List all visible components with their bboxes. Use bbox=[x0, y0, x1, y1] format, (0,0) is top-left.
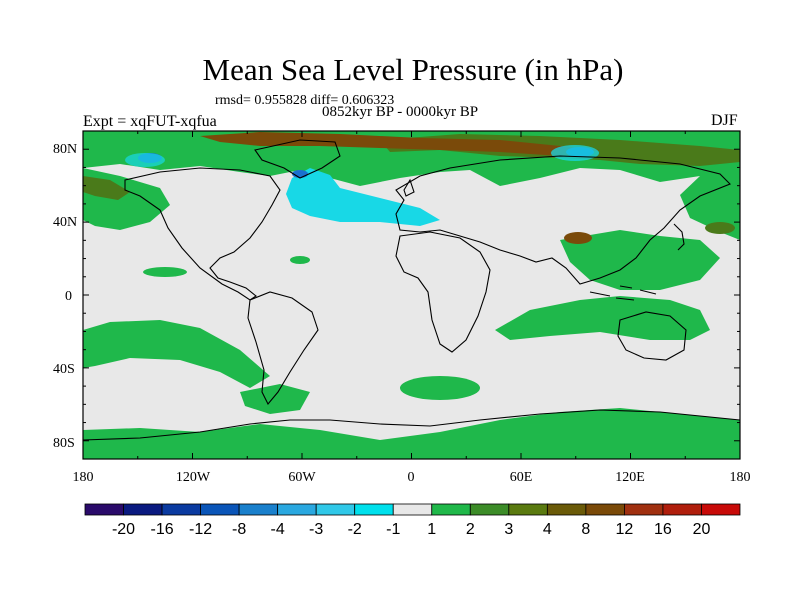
colorbar-label: -8 bbox=[232, 521, 246, 538]
arctic-brown-high bbox=[200, 132, 600, 156]
colorbar-label: -16 bbox=[150, 521, 173, 538]
experiment-label: Expt = xqFUT-xqfua bbox=[83, 113, 217, 130]
colorbar-label: -1 bbox=[386, 521, 400, 538]
east-pacific-dark-green bbox=[705, 222, 735, 234]
colorbar-swatch bbox=[662, 503, 702, 516]
lat-label-40n: 40N bbox=[53, 215, 77, 230]
colorbar-label: -4 bbox=[271, 521, 285, 538]
bering-cyan-patch bbox=[125, 153, 165, 167]
colorbar-label: 1 bbox=[427, 521, 436, 538]
colorbar-label: 2 bbox=[466, 521, 475, 538]
colorbar-swatch bbox=[84, 503, 124, 516]
japan-coast bbox=[673, 223, 685, 251]
colorbar-label: 3 bbox=[504, 521, 513, 538]
lon-label-60e: 60E bbox=[510, 470, 533, 485]
indian-ocean-green bbox=[495, 296, 710, 340]
north-america-coast bbox=[124, 167, 281, 301]
lon-label-180e: 180 bbox=[730, 470, 751, 485]
pressure-field bbox=[83, 131, 740, 459]
colorbar-swatch bbox=[546, 503, 587, 516]
lon-label-60w: 60W bbox=[288, 470, 316, 485]
tropical-pacific-green-patch bbox=[143, 267, 187, 277]
colorbar-swatch bbox=[161, 503, 201, 516]
colorbar-label: 20 bbox=[693, 521, 711, 538]
rmsd-diff-stats: rmsd= 0.955828 diff= 0.606323 bbox=[215, 93, 395, 108]
lon-label-180w: 180 bbox=[73, 470, 94, 485]
colorbar-swatch bbox=[200, 503, 240, 516]
colorbar-swatch bbox=[585, 503, 625, 516]
south-pacific-green bbox=[83, 320, 270, 388]
colorbar-label: -3 bbox=[309, 521, 323, 538]
lon-label-120w: 120W bbox=[176, 470, 211, 485]
colorbar-label: -2 bbox=[348, 521, 362, 538]
north-pacific-green-west bbox=[680, 150, 740, 240]
lon-label-120e: 120E bbox=[615, 470, 645, 485]
map-title: Mean Sea Level Pressure (in hPa) bbox=[202, 52, 624, 87]
indonesia-islands bbox=[589, 285, 657, 301]
colorbar-swatch bbox=[315, 503, 356, 516]
europe-asia-coast bbox=[395, 155, 731, 285]
southern-ocean-green bbox=[83, 408, 740, 459]
colorbar-label: 16 bbox=[654, 521, 672, 538]
colorbar-swatch bbox=[701, 503, 741, 516]
season-label: DJF bbox=[711, 112, 738, 129]
colorbar-swatch bbox=[508, 503, 548, 516]
australia-coast bbox=[617, 311, 687, 361]
colorbar-label: -20 bbox=[112, 521, 135, 538]
south-indian-green bbox=[400, 376, 480, 400]
colorbar-swatch bbox=[277, 503, 317, 516]
colorbar-swatch bbox=[624, 503, 664, 516]
greenland-coast bbox=[254, 139, 341, 179]
colorbar: -20 -16 -12 -8 -4 -3 -2 -1 1 2 3 4 8 12 16 20 bbox=[84, 503, 741, 538]
lat-label-80s: 80S bbox=[53, 436, 75, 451]
colorbar-swatch bbox=[392, 503, 433, 516]
north-atlantic-cyan-low bbox=[286, 168, 440, 226]
colorbar-label: -12 bbox=[189, 521, 212, 538]
central-asia-brown-patch bbox=[564, 232, 592, 244]
lon-label-0: 0 bbox=[408, 470, 415, 485]
colorbar-swatch bbox=[431, 503, 471, 516]
africa-coast bbox=[395, 231, 491, 353]
axis-ticks bbox=[82, 130, 741, 460]
neutral-background bbox=[83, 131, 740, 459]
colorbar-swatch bbox=[354, 503, 394, 516]
colorbar-label: 4 bbox=[543, 521, 552, 538]
south-atlantic-green bbox=[240, 384, 310, 414]
uk-coast bbox=[403, 178, 415, 197]
colorbar-label: 12 bbox=[616, 521, 634, 538]
lat-label-40s: 40S bbox=[53, 362, 75, 377]
antarctica-coast bbox=[83, 409, 740, 441]
colorbar-swatch bbox=[123, 503, 163, 516]
east-asia-green bbox=[560, 230, 720, 290]
colorbar-label: 8 bbox=[581, 521, 590, 538]
lat-label-80n: 80N bbox=[53, 142, 77, 157]
south-america-coast bbox=[247, 291, 319, 405]
arctic-cyan-patch bbox=[551, 145, 599, 161]
lat-label-equator: 0 bbox=[65, 289, 72, 304]
time-period-label: 0852kyr BP - 0000kyr BP bbox=[322, 104, 479, 120]
alaska-dark-green bbox=[83, 176, 130, 200]
west-pacific-green-patch bbox=[290, 256, 310, 264]
colorbar-swatch bbox=[238, 503, 279, 516]
colorbar-swatch bbox=[469, 503, 510, 516]
coastlines bbox=[83, 139, 740, 441]
